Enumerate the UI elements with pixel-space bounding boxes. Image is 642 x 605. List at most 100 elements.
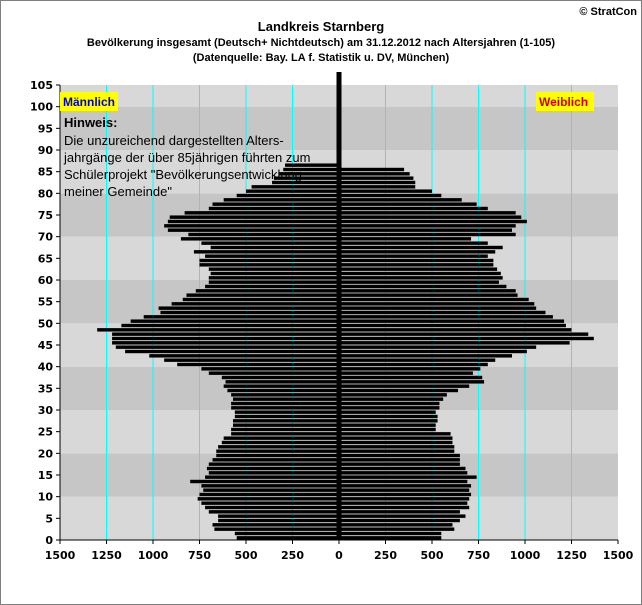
female-bar: [339, 323, 566, 328]
male-bar: [143, 315, 339, 319]
note-line-1: Die unzureichend dargestellten Alters-: [64, 133, 284, 148]
female-bar: [339, 241, 488, 245]
male-bar: [208, 267, 339, 271]
male-bar: [218, 514, 339, 518]
male-bar: [112, 341, 339, 345]
female-bar: [339, 258, 494, 263]
x-tick-label: 750: [467, 549, 490, 562]
female-bar: [339, 458, 460, 462]
female-bar: [339, 198, 462, 202]
female-bar: [339, 211, 516, 215]
male-bar: [210, 245, 339, 250]
female-bar: [339, 358, 496, 362]
male-bar: [231, 432, 339, 436]
female-bar: [339, 250, 496, 254]
female-bar: [339, 254, 488, 258]
male-bar: [208, 462, 339, 466]
y-tick-label: 40: [38, 361, 54, 374]
male-tag-background: [60, 92, 118, 111]
female-bar: [339, 406, 440, 410]
male-bar: [205, 505, 339, 510]
female-bar: [339, 536, 442, 540]
female-bar: [339, 193, 442, 198]
female-bar: [339, 271, 501, 276]
female-bar: [339, 440, 453, 445]
note-block: Hinweis: Die unzureichend dargestellten …: [63, 115, 310, 199]
male-bar: [201, 367, 339, 371]
male-bar: [112, 332, 339, 336]
female-bar: [339, 263, 494, 267]
male-bar: [234, 531, 339, 536]
female-bar: [339, 497, 470, 501]
y-tick-label: 80: [38, 187, 54, 200]
y-tick-label: 20: [38, 447, 54, 460]
x-tick-label: 250: [281, 549, 304, 562]
male-bar: [125, 349, 339, 354]
male-bar: [149, 354, 339, 358]
male-bar: [186, 293, 339, 297]
male-bar: [171, 302, 339, 306]
female-bar: [339, 319, 565, 323]
male-bar: [223, 436, 339, 440]
male-bar: [214, 527, 339, 531]
female-bar: [339, 436, 453, 440]
male-bar: [205, 254, 339, 258]
female-bar: [339, 527, 455, 531]
male-bar: [199, 492, 339, 497]
female-bar: [339, 471, 468, 475]
note-line-2: jahrgänge der über 85jährigen führten zu…: [63, 150, 310, 165]
male-bar: [167, 228, 339, 232]
female-bar: [339, 397, 444, 401]
female-bar: [339, 267, 498, 271]
male-bar: [212, 202, 339, 206]
x-tick-label: 500: [421, 549, 444, 562]
female-bar: [339, 345, 537, 349]
female-bar: [339, 332, 589, 336]
male-bar: [190, 479, 339, 484]
note-line-3: Schülerprojekt "Bevölkerungsentwicklung: [64, 167, 302, 182]
female-bar: [339, 341, 570, 345]
female-bar: [339, 206, 488, 211]
female-bar: [339, 202, 477, 206]
female-tag-background: [536, 92, 594, 111]
y-axis-ticks: 0 5 10 15 20 25 30 35 40 45 50 55 60 65 70 75 80 85 90 95 10…: [30, 79, 60, 547]
male-bar: [184, 211, 339, 215]
male-tag: Männlich: [60, 92, 118, 111]
female-bar: [339, 449, 455, 453]
male-bar: [285, 163, 339, 167]
y-tick-label: 105: [30, 79, 53, 92]
female-bar: [339, 492, 472, 497]
x-tick-label: 1250: [91, 549, 122, 562]
x-tick-label: 0: [335, 549, 343, 562]
female-bar: [339, 423, 436, 427]
male-label: Männlich: [63, 95, 115, 109]
male-bar: [169, 215, 339, 219]
x-tick-label: 750: [188, 549, 211, 562]
male-bar: [227, 388, 339, 393]
male-bar: [221, 440, 339, 445]
female-bar: [339, 215, 522, 219]
female-bar: [339, 189, 432, 193]
male-bar: [236, 536, 339, 540]
female-bar: [339, 505, 470, 510]
female-bar: [339, 219, 527, 224]
y-tick-label: 10: [38, 491, 54, 504]
female-bar: [339, 176, 414, 180]
male-bar: [208, 206, 339, 211]
y-tick-label: 60: [38, 274, 54, 287]
x-tick-label: 1250: [556, 549, 587, 562]
male-bar: [231, 393, 339, 397]
male-bar: [112, 336, 339, 341]
x-axis-ticks: 1500 1250 1000 750 500 250 0 250 500 750 1000 1250 1…: [45, 540, 634, 562]
female-bar: [339, 375, 483, 380]
male-bar: [199, 263, 339, 267]
male-bar: [221, 375, 339, 380]
male-bar: [177, 362, 339, 367]
female-label: Weiblich: [539, 95, 588, 109]
male-bar: [234, 410, 339, 414]
y-tick-label: 15: [38, 469, 53, 482]
male-bar: [115, 345, 339, 349]
female-bar: [339, 302, 535, 306]
copyright-label: © StratCon: [579, 6, 637, 18]
male-bar: [158, 306, 339, 310]
